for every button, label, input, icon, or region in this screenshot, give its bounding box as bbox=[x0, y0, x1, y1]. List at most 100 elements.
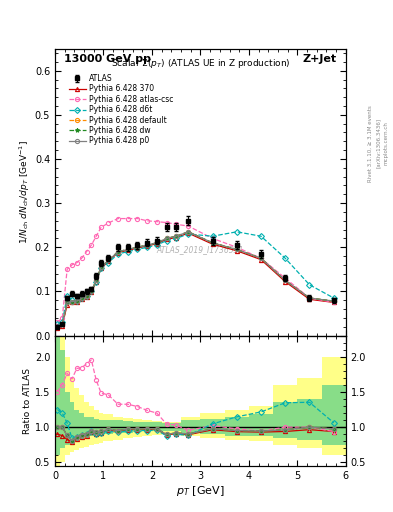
Pythia 6.428 370 bbox=[55, 325, 60, 331]
Pythia 6.428 dw bbox=[75, 298, 79, 304]
Pythia 6.428 atlas-csc bbox=[331, 300, 336, 306]
Pythia 6.428 370 bbox=[94, 279, 99, 285]
Pythia 6.428 p0 bbox=[145, 242, 149, 248]
Pythia 6.428 d6t bbox=[99, 265, 103, 271]
Text: Rivet 3.1.10, ≥ 3.1M events: Rivet 3.1.10, ≥ 3.1M events bbox=[367, 105, 373, 182]
Pythia 6.428 atlas-csc bbox=[234, 244, 239, 250]
Pythia 6.428 dw bbox=[94, 278, 99, 284]
Pythia 6.428 default bbox=[116, 249, 120, 255]
Pythia 6.428 d6t bbox=[154, 242, 159, 248]
Pythia 6.428 default bbox=[70, 298, 74, 305]
Pythia 6.428 p0 bbox=[60, 322, 64, 328]
Pythia 6.428 p0 bbox=[79, 295, 84, 301]
Pythia 6.428 default bbox=[99, 264, 103, 270]
Pythia 6.428 370 bbox=[99, 265, 103, 271]
Pythia 6.428 dw bbox=[55, 324, 60, 330]
Pythia 6.428 p0 bbox=[283, 278, 288, 284]
Pythia 6.428 d6t bbox=[79, 295, 84, 301]
Pythia 6.428 default bbox=[210, 240, 215, 246]
Line: Pythia 6.428 370: Pythia 6.428 370 bbox=[55, 231, 336, 330]
Pythia 6.428 atlas-csc bbox=[94, 233, 99, 239]
Pythia 6.428 dw bbox=[307, 295, 312, 301]
Pythia 6.428 default bbox=[174, 233, 178, 239]
Pythia 6.428 default bbox=[135, 244, 140, 250]
Text: 13000 GeV pp: 13000 GeV pp bbox=[64, 54, 151, 65]
Pythia 6.428 atlas-csc bbox=[55, 319, 60, 325]
Pythia 6.428 atlas-csc bbox=[84, 249, 89, 255]
Pythia 6.428 dw bbox=[70, 298, 74, 305]
Pythia 6.428 atlas-csc bbox=[186, 223, 191, 229]
Pythia 6.428 default bbox=[307, 295, 312, 301]
Pythia 6.428 d6t bbox=[65, 293, 70, 299]
Pythia 6.428 default bbox=[84, 293, 89, 299]
Pythia 6.428 d6t bbox=[125, 249, 130, 255]
Pythia 6.428 dw bbox=[331, 298, 336, 304]
Pythia 6.428 atlas-csc bbox=[259, 255, 263, 261]
Pythia 6.428 p0 bbox=[75, 298, 79, 304]
Pythia 6.428 atlas-csc bbox=[70, 262, 74, 268]
Pythia 6.428 atlas-csc bbox=[89, 242, 94, 248]
Text: Z+Jet: Z+Jet bbox=[303, 54, 337, 65]
Pythia 6.428 p0 bbox=[55, 324, 60, 330]
Pythia 6.428 atlas-csc bbox=[145, 218, 149, 224]
Pythia 6.428 d6t bbox=[70, 297, 74, 303]
Line: Pythia 6.428 d6t: Pythia 6.428 d6t bbox=[55, 230, 336, 327]
Pythia 6.428 370 bbox=[70, 300, 74, 306]
Pythia 6.428 d6t bbox=[75, 298, 79, 304]
Pythia 6.428 p0 bbox=[94, 278, 99, 284]
Pythia 6.428 default bbox=[154, 240, 159, 246]
Pythia 6.428 default bbox=[94, 278, 99, 284]
Pythia 6.428 370 bbox=[174, 234, 178, 241]
Pythia 6.428 atlas-csc bbox=[174, 221, 178, 227]
Pythia 6.428 d6t bbox=[55, 322, 60, 328]
Pythia 6.428 atlas-csc bbox=[154, 219, 159, 225]
Pythia 6.428 d6t bbox=[234, 229, 239, 235]
Y-axis label: Ratio to ATLAS: Ratio to ATLAS bbox=[23, 368, 32, 434]
Pythia 6.428 d6t bbox=[283, 255, 288, 261]
Pythia 6.428 d6t bbox=[186, 231, 191, 237]
Pythia 6.428 atlas-csc bbox=[60, 315, 64, 321]
Text: ATLAS_2019_I1736531: ATLAS_2019_I1736531 bbox=[157, 245, 244, 254]
Line: Pythia 6.428 p0: Pythia 6.428 p0 bbox=[55, 230, 336, 329]
Pythia 6.428 p0 bbox=[125, 246, 130, 252]
Pythia 6.428 dw bbox=[186, 229, 191, 235]
Pythia 6.428 p0 bbox=[116, 249, 120, 255]
Pythia 6.428 default bbox=[106, 258, 111, 264]
Text: mcplots.cern.ch: mcplots.cern.ch bbox=[383, 121, 388, 165]
Pythia 6.428 default bbox=[283, 278, 288, 284]
Pythia 6.428 default bbox=[65, 300, 70, 306]
X-axis label: $p_T$ [GeV]: $p_T$ [GeV] bbox=[176, 483, 225, 498]
Pythia 6.428 dw bbox=[116, 249, 120, 255]
Pythia 6.428 atlas-csc bbox=[79, 255, 84, 261]
Pythia 6.428 dw bbox=[84, 293, 89, 299]
Pythia 6.428 default bbox=[186, 229, 191, 235]
Pythia 6.428 atlas-csc bbox=[283, 275, 288, 281]
Pythia 6.428 atlas-csc bbox=[99, 224, 103, 230]
Pythia 6.428 default bbox=[234, 246, 239, 252]
Pythia 6.428 atlas-csc bbox=[164, 220, 169, 226]
Pythia 6.428 default bbox=[75, 298, 79, 304]
Pythia 6.428 d6t bbox=[331, 295, 336, 301]
Pythia 6.428 default bbox=[259, 255, 263, 261]
Pythia 6.428 d6t bbox=[259, 233, 263, 239]
Pythia 6.428 atlas-csc bbox=[75, 260, 79, 266]
Pythia 6.428 default bbox=[331, 298, 336, 304]
Pythia 6.428 atlas-csc bbox=[106, 220, 111, 226]
Pythia 6.428 atlas-csc bbox=[125, 216, 130, 222]
Pythia 6.428 370 bbox=[84, 293, 89, 300]
Pythia 6.428 dw bbox=[164, 236, 169, 242]
Pythia 6.428 p0 bbox=[234, 246, 239, 252]
Pythia 6.428 p0 bbox=[84, 293, 89, 299]
Pythia 6.428 atlas-csc bbox=[116, 216, 120, 222]
Pythia 6.428 p0 bbox=[186, 229, 191, 235]
Pythia 6.428 dw bbox=[145, 242, 149, 248]
Pythia 6.428 default bbox=[55, 324, 60, 330]
Pythia 6.428 370 bbox=[186, 230, 191, 236]
Pythia 6.428 dw bbox=[99, 264, 103, 270]
Pythia 6.428 p0 bbox=[70, 298, 74, 305]
Pythia 6.428 d6t bbox=[94, 279, 99, 285]
Text: [arXiv:1306.3436]: [arXiv:1306.3436] bbox=[375, 118, 380, 168]
Pythia 6.428 370 bbox=[75, 300, 79, 306]
Pythia 6.428 370 bbox=[65, 302, 70, 308]
Pythia 6.428 p0 bbox=[106, 258, 111, 264]
